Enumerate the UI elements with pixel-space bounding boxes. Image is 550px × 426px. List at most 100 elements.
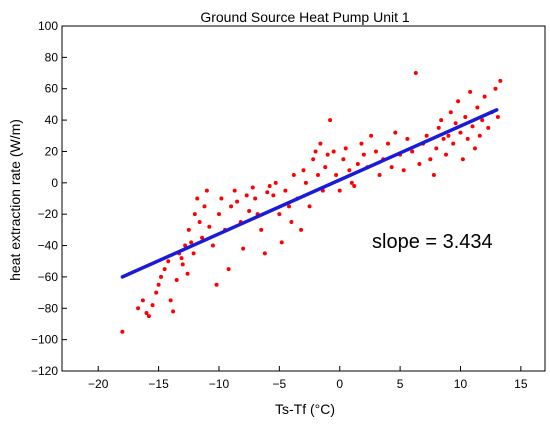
data-point xyxy=(195,196,200,201)
data-point xyxy=(439,118,444,123)
tick-layer: −20 −15 −10 −5 0 5 10 15 −120 −100 −80 −60 −40 −20 0 20… xyxy=(31,19,528,391)
data-point xyxy=(171,309,176,314)
data-point xyxy=(136,306,141,311)
data-point xyxy=(355,162,360,166)
data-point xyxy=(337,188,342,193)
y-tick-label: 20 xyxy=(45,144,59,158)
y-axis-title: heat extraction rate (W/m) xyxy=(7,119,23,281)
data-point xyxy=(359,141,364,146)
data-point xyxy=(495,114,500,119)
data-point xyxy=(289,220,294,225)
data-point xyxy=(341,157,346,162)
data-point xyxy=(120,329,125,334)
data-point xyxy=(311,157,316,162)
data-point xyxy=(377,172,382,177)
data-point xyxy=(315,172,320,177)
x-tick-label: 0 xyxy=(336,377,343,391)
data-point xyxy=(180,262,185,267)
data-point xyxy=(301,168,306,173)
data-point xyxy=(352,183,357,188)
data-point xyxy=(470,124,475,129)
data-point xyxy=(446,133,451,138)
y-tick-label: −100 xyxy=(31,333,58,347)
y-tick-label: 0 xyxy=(51,176,58,190)
x-tick-label: 15 xyxy=(514,377,528,391)
data-point xyxy=(431,172,436,177)
data-point xyxy=(436,125,441,130)
slope-annotation: slope = 3.434 xyxy=(372,231,493,253)
data-point xyxy=(154,290,159,295)
y-tick-label: 100 xyxy=(38,19,58,33)
data-points xyxy=(120,71,503,334)
data-point xyxy=(179,256,184,261)
data-point xyxy=(166,259,171,264)
data-point xyxy=(283,188,288,193)
data-point xyxy=(229,204,234,209)
y-tick-label: −40 xyxy=(38,239,59,253)
data-point xyxy=(434,146,439,151)
data-point xyxy=(472,146,477,151)
data-point xyxy=(156,282,161,287)
data-point xyxy=(486,125,491,130)
data-point xyxy=(389,165,394,170)
data-point xyxy=(265,190,270,195)
data-point xyxy=(480,118,485,123)
data-point xyxy=(144,310,149,315)
data-point xyxy=(493,86,498,91)
x-tick-label: 5 xyxy=(397,377,404,391)
data-point xyxy=(393,130,398,135)
data-point xyxy=(174,278,179,283)
data-point xyxy=(291,172,296,177)
data-point xyxy=(410,149,415,154)
data-point xyxy=(185,271,190,276)
data-point xyxy=(247,209,252,214)
data-point xyxy=(140,298,145,303)
x-tick-label: −20 xyxy=(88,377,109,391)
data-point xyxy=(465,136,470,141)
data-point xyxy=(331,149,336,154)
chart-title: Ground Source Heat Pump Unit 1 xyxy=(200,9,410,25)
data-point xyxy=(373,149,378,154)
data-point xyxy=(273,180,278,185)
data-point xyxy=(146,314,151,319)
data-point xyxy=(267,183,272,188)
data-point xyxy=(318,141,323,146)
data-point xyxy=(334,172,339,177)
y-tick-label: −20 xyxy=(38,207,59,221)
data-point xyxy=(277,212,282,217)
data-point xyxy=(197,220,202,225)
data-point xyxy=(369,133,374,138)
data-point xyxy=(343,146,348,151)
data-point xyxy=(191,251,196,256)
data-point xyxy=(313,149,318,154)
data-point xyxy=(468,89,473,94)
data-point xyxy=(443,152,448,157)
data-point xyxy=(207,224,212,229)
data-point xyxy=(241,246,246,251)
data-point xyxy=(347,168,352,173)
data-point xyxy=(460,157,465,162)
data-point xyxy=(413,71,418,76)
data-point xyxy=(162,267,167,272)
data-point xyxy=(424,133,429,138)
x-tick-label: −15 xyxy=(148,377,169,391)
y-tick-label: −120 xyxy=(31,364,58,378)
data-point xyxy=(456,99,461,104)
data-point xyxy=(428,157,433,162)
data-point xyxy=(386,141,391,146)
data-point xyxy=(453,121,458,126)
data-point xyxy=(219,196,224,201)
data-point xyxy=(200,235,205,240)
y-tick-label: 80 xyxy=(45,50,59,64)
data-point xyxy=(451,141,456,146)
data-point xyxy=(150,303,155,308)
data-point xyxy=(448,110,453,115)
data-point xyxy=(325,152,330,157)
data-point xyxy=(458,130,463,135)
data-point xyxy=(349,180,354,185)
data-point xyxy=(235,199,240,204)
y-tick-label: 40 xyxy=(45,113,59,127)
data-point xyxy=(204,188,209,193)
data-point xyxy=(361,152,366,157)
